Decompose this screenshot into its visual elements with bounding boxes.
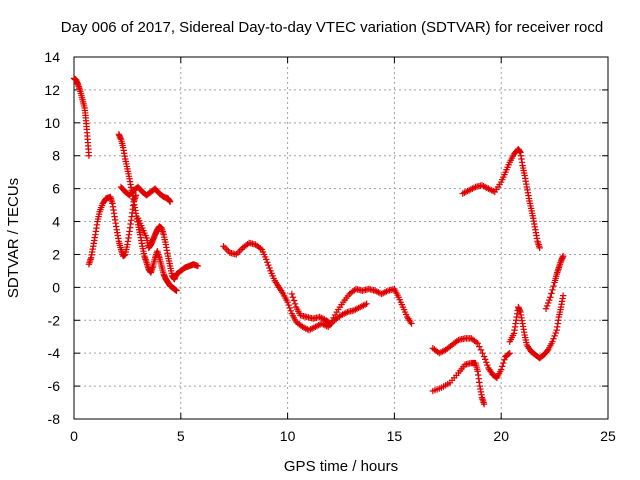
series-arc-4 [117,183,174,205]
y-tick-label: 10 [44,115,60,131]
data-point [266,264,273,272]
y-tick-label: -6 [48,378,61,394]
data-point [132,192,140,199]
data-point [481,356,489,363]
y-tick-label: -2 [48,312,61,328]
series-arc-5 [134,215,202,283]
data-point [551,332,558,340]
series-arc-6 [220,239,370,334]
axis-ticks: 0 5 10 15 20 25 -8 -6 -4 -2 0 2 4 6 8 10 12 14 [44,49,616,444]
data-point [285,301,292,309]
data-point [474,340,481,347]
y-tick-label: -8 [48,411,61,427]
data-point [476,343,483,350]
data-point [550,335,557,342]
data-point [265,261,272,269]
data-point [194,262,202,270]
data-point [547,294,554,301]
series-arc-3 [115,131,180,294]
data-points [70,75,567,408]
data-point [500,359,507,367]
data-point [498,366,505,373]
data-point [484,361,491,369]
data-point [284,298,291,306]
y-tick-label: 4 [52,214,60,230]
data-point [166,198,174,205]
data-point [543,302,551,310]
y-tick-label: 2 [52,246,60,262]
data-point [287,307,295,315]
data-point [286,304,293,312]
data-point [505,350,512,358]
data-point [543,347,551,355]
data-point [548,290,555,297]
series-arc-10 [459,145,543,252]
data-point [363,300,370,308]
series-arc-11 [506,292,567,362]
series-arc-12 [542,252,567,312]
data-point [549,286,556,294]
data-point [552,329,559,337]
data-point [546,296,553,304]
data-point [264,259,271,266]
x-axis-label: GPS time / hours [284,458,398,475]
data-point [480,353,488,360]
y-axis-label: SDTVAR / TECUs [5,178,22,298]
data-point [506,349,513,357]
data-point [559,292,567,299]
grid-lines [74,57,608,419]
data-point [291,300,299,308]
data-point [501,356,508,363]
series-arc-2 [85,192,140,268]
y-tick-label: 0 [52,279,60,295]
data-point [480,400,488,408]
series-arc-8 [429,335,513,382]
data-point [479,349,486,357]
data-point [544,299,552,307]
y-tick-label: 6 [52,181,60,197]
series-arc-9 [429,359,488,408]
y-tick-label: 14 [44,49,60,65]
x-tick-label: 20 [493,428,509,444]
data-point [483,359,490,366]
x-tick-label: 5 [177,428,185,444]
data-point [289,294,297,301]
plot-frame [73,56,609,420]
data-point [290,297,298,304]
x-tick-label: 0 [70,428,78,444]
y-tick-label: 12 [44,82,60,98]
series-arc-7 [288,285,415,327]
data-point [85,152,93,159]
series-arc-1 [70,75,93,159]
data-point [173,287,180,294]
data-point [477,346,485,354]
data-point [536,244,543,252]
data-point [288,290,296,298]
y-tick-label: -4 [48,345,61,361]
data-point [559,252,567,260]
data-point [499,363,506,370]
x-tick-label: 25 [600,428,616,444]
data-point [408,320,415,327]
data-point [549,338,556,345]
data-point [542,305,550,312]
y-tick-label: 8 [52,148,60,164]
chart-title: Day 006 of 2017, Sidereal Day-to-day VTE… [61,19,603,36]
x-tick-label: 15 [387,428,403,444]
data-point [263,256,270,263]
data-point [550,282,557,290]
x-tick-label: 10 [280,428,296,444]
